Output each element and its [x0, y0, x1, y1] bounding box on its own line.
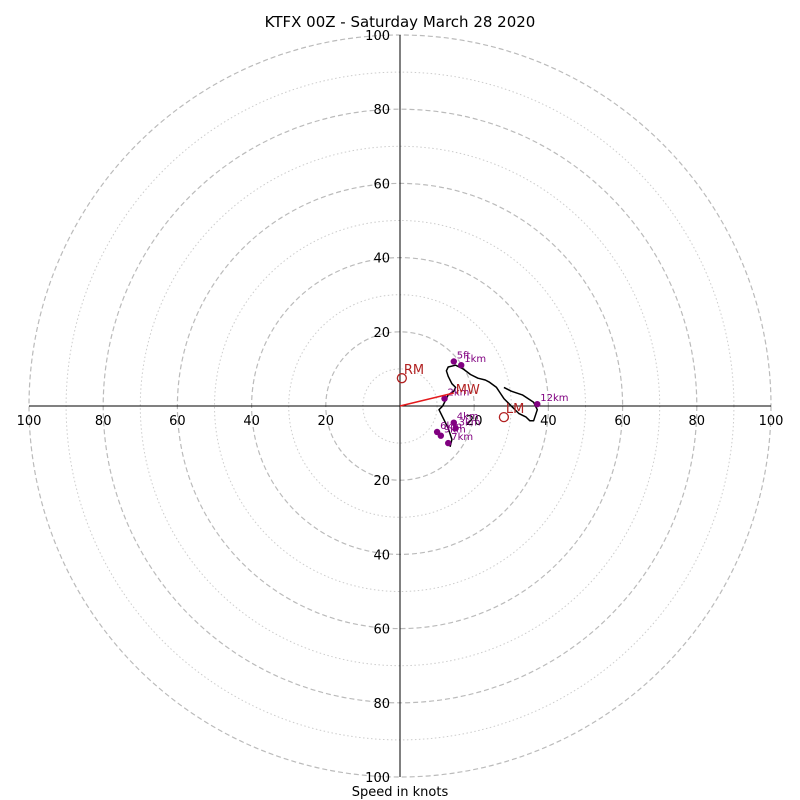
- height-point-12km: [534, 400, 541, 408]
- chart-title: KTFX 00Z - Saturday March 28 2020: [265, 13, 536, 31]
- x-tick-left-100: 100: [17, 414, 42, 429]
- y-tick-bottom-40: 40: [373, 548, 390, 563]
- height-label-12km: 12km: [540, 393, 568, 404]
- height-label-9km: 9km: [444, 425, 466, 436]
- tick-labels: 20 20 20 20 40 40 40 40 60 60 60 60 80 80 80 80 100 100 10…: [17, 29, 784, 786]
- y-tick-bottom-80: 80: [373, 697, 390, 712]
- mean-wind-label: MW: [456, 383, 480, 398]
- height-point-4km: [450, 419, 457, 426]
- y-tick-bottom-60: 60: [373, 623, 390, 638]
- x-tick-left-20: 20: [318, 414, 335, 429]
- y-tick-bottom-100: 100: [365, 771, 390, 786]
- x-tick-left-60: 60: [169, 414, 186, 429]
- height-point-9km: [437, 432, 445, 439]
- y-tick-top-100: 100: [365, 29, 390, 44]
- height-point-5ft: [450, 358, 457, 365]
- hodograph-trace: [438, 364, 539, 447]
- height-point-1km: [458, 361, 465, 369]
- storm-motions: MW RM LM: [396, 363, 524, 423]
- y-tick-top-80: 80: [373, 103, 390, 118]
- height-label-7km: 7km: [451, 432, 473, 443]
- x-tick-right-20: 20: [466, 414, 483, 429]
- x-tick-right-80: 80: [689, 414, 706, 429]
- height-label-3km: 3km: [459, 417, 481, 428]
- storm-motion-lm: [498, 411, 510, 423]
- storm-motion-label-rm: RM: [404, 363, 424, 378]
- x-tick-right-100: 100: [759, 414, 784, 429]
- storm-motion-rm: [396, 373, 408, 384]
- x-axis-label: Speed in knots: [352, 785, 449, 800]
- x-tick-right-60: 60: [614, 414, 631, 429]
- mean-wind-vector: [399, 392, 454, 407]
- height-label-6km: 6km: [440, 421, 462, 432]
- height-label-5ft: 5ft: [457, 350, 471, 361]
- height-point-7km: [445, 439, 452, 447]
- hodograph-line: [438, 364, 539, 447]
- storm-motion-label-lm: LM: [506, 402, 524, 417]
- y-tick-bottom-20: 20: [373, 474, 390, 489]
- height-point-2km: [441, 395, 448, 402]
- height-label-4km: 4km: [457, 412, 479, 423]
- height-label-2km: 2km: [448, 388, 470, 399]
- y-tick-top-40: 40: [373, 252, 390, 267]
- y-tick-top-20: 20: [373, 326, 390, 341]
- y-tick-top-60: 60: [373, 177, 390, 192]
- x-tick-left-80: 80: [95, 414, 112, 429]
- x-tick-right-40: 40: [540, 414, 557, 429]
- x-tick-left-40: 40: [243, 414, 260, 429]
- height-point-3km: [452, 425, 459, 432]
- height-label-1km: 1km: [464, 354, 486, 365]
